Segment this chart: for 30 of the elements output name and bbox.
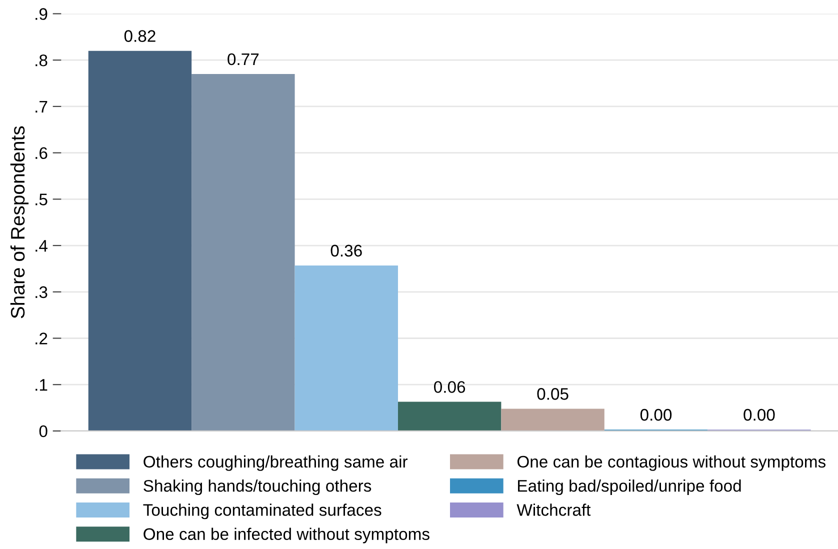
- data-label: 0.05: [537, 388, 568, 400]
- y-axis-title: Share of Respondents: [10, 126, 29, 318]
- bar: [501, 408, 604, 431]
- legend-label: Others coughing/breathing same air: [144, 455, 408, 471]
- bar: [398, 402, 502, 431]
- legend-label: Eating bad/spoiled/unripe food: [518, 480, 741, 496]
- data-label: 0.77: [228, 53, 259, 66]
- y-tick-label: .8: [36, 54, 48, 66]
- data-label: 0.06: [434, 381, 466, 393]
- legend-label: One can be infected without symptoms: [144, 528, 430, 544]
- legend-label: Shaking hands/touching others: [144, 480, 372, 496]
- bar: [294, 265, 398, 431]
- legend-label: Touching contaminated surfaces: [143, 504, 382, 520]
- y-tick-label: .1: [36, 379, 48, 391]
- y-tick-label: .7: [36, 101, 48, 112]
- y-tick-label: .6: [36, 147, 48, 160]
- bar: [88, 50, 192, 431]
- bar: [192, 74, 295, 431]
- data-label: 0.82: [124, 30, 156, 42]
- y-tick-label: .2: [36, 332, 48, 344]
- legend-label: Witchcraft: [516, 504, 591, 516]
- y-tick-label: .5: [36, 194, 48, 206]
- data-label: 0.36: [330, 244, 362, 257]
- y-tick-label: .4: [36, 240, 48, 252]
- y-tick-label: 0: [39, 425, 48, 438]
- y-tick-label: .9: [36, 8, 48, 20]
- y-tick-label: .3: [36, 286, 48, 298]
- data-label: 0.00: [640, 408, 672, 421]
- legend-label: One can be contagious without symptoms: [517, 455, 826, 471]
- data-label: 0.00: [744, 408, 775, 421]
